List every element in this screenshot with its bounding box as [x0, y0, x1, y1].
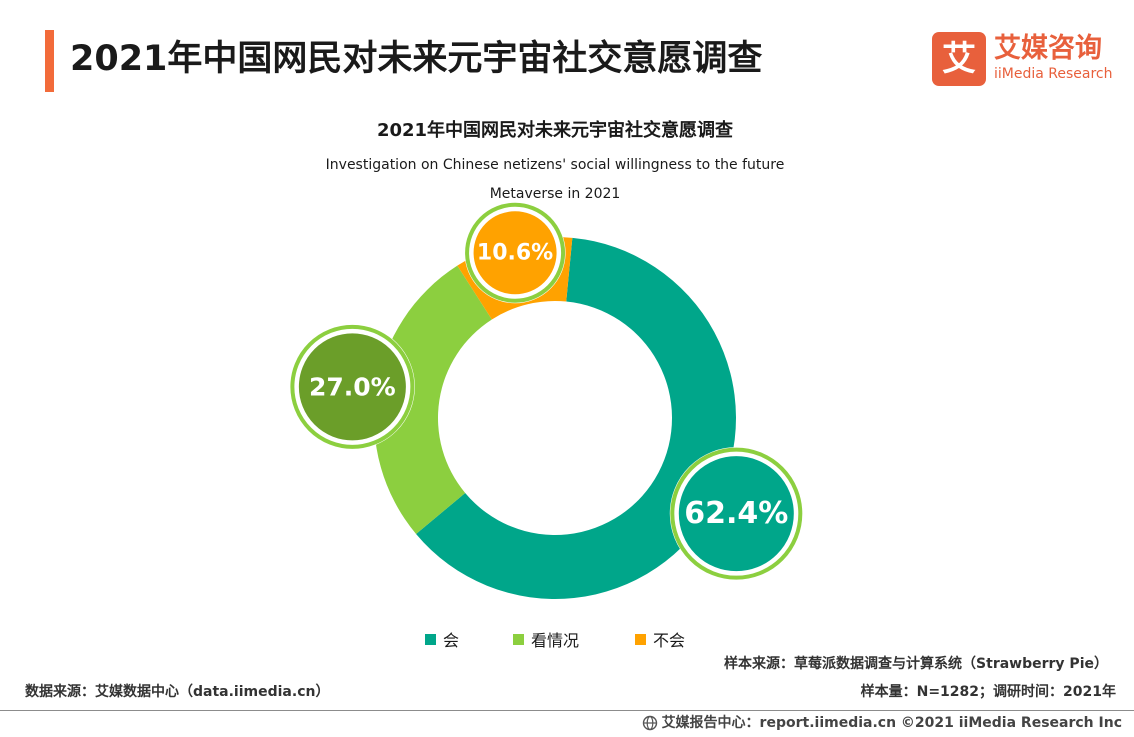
- globe-icon: [642, 715, 657, 731]
- data-source-note: 数据来源：艾媒数据中心（data.iimedia.cn）: [25, 684, 330, 700]
- footer-text: 艾媒报告中心：report.iimedia.cn ©2021 iiMedia R…: [661, 715, 1122, 731]
- data-label-will: 62.4%: [684, 496, 788, 531]
- page-title: 2021年中国网民对未来元宇宙社交意愿调查: [70, 39, 763, 79]
- title-accent-bar: [45, 30, 54, 92]
- donut-slice-will: [416, 237, 736, 599]
- chart-legend: 会 看情况 不会: [0, 626, 1134, 652]
- legend-swatch-wont: [635, 633, 646, 645]
- legend-item-will: 会: [425, 626, 459, 652]
- legend-item-wont: 不会: [635, 626, 685, 652]
- donut-slice-depends: [373, 265, 492, 535]
- logo-name-en: iiMedia Research: [994, 66, 1113, 82]
- logo-glyph: 艾: [942, 39, 976, 79]
- iimedia-logo: 艾 艾媒咨询 iiMedia Research: [932, 32, 1132, 86]
- chart-title: 2021年中国网民对未来元宇宙社交意愿调查: [376, 120, 734, 141]
- chart-subtitle-line-1: Investigation on Chinese netizens' socia…: [325, 157, 785, 173]
- footer-divider: [0, 710, 1134, 711]
- legend-item-depends: 看情况: [513, 626, 579, 652]
- legend-label-will: 会: [443, 631, 460, 650]
- sample-source-note: 样本来源：草莓派数据调查与计算系统（Strawberry Pie）: [724, 656, 1108, 672]
- footer: 艾媒报告中心：report.iimedia.cn ©2021 iiMedia R…: [642, 713, 1122, 733]
- logo-mark: 艾: [932, 32, 986, 86]
- chart-subtitle: Investigation on Chinese netizens' socia…: [260, 151, 850, 209]
- legend-swatch-will: [425, 633, 436, 645]
- data-bubble-depends: 27.0%: [289, 324, 415, 450]
- data-label-wont: 10.6%: [477, 240, 553, 265]
- legend-label-depends: 看情况: [531, 631, 580, 650]
- data-label-depends: 27.0%: [309, 372, 396, 401]
- chart-subtitle-line-2: Metaverse in 2021: [489, 186, 621, 202]
- logo-name-cn: 艾媒咨询: [994, 33, 1102, 64]
- legend-label-wont: 不会: [653, 631, 686, 650]
- data-bubble-wont: 10.6%: [464, 202, 566, 304]
- sample-size-note: 样本量：N=1282；调研时间：2021年: [860, 684, 1116, 700]
- data-bubble-will: 62.4%: [669, 447, 803, 581]
- legend-swatch-depends: [513, 633, 524, 645]
